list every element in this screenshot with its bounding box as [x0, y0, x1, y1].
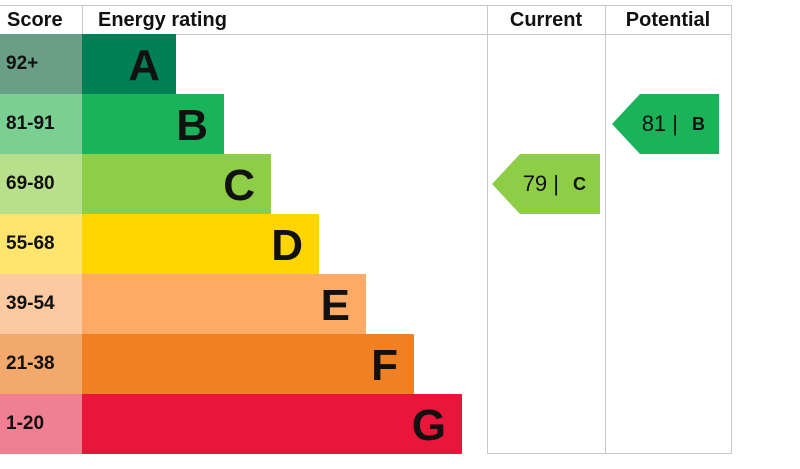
top-border	[0, 5, 731, 6]
header-energy-rating: Energy rating	[98, 9, 227, 31]
potential-value: 81	[641, 111, 667, 136]
score-cell-b: 81-91	[0, 94, 82, 154]
score-cell-a: 92+	[0, 34, 82, 94]
divider	[487, 5, 488, 454]
rating-bar-f: F	[82, 334, 414, 394]
score-cell-g: 1-20	[0, 394, 82, 454]
rating-bar-b: B	[82, 94, 224, 154]
rating-bar-a: A	[82, 34, 176, 94]
potential-rating-arrow: 81 | B	[612, 94, 719, 154]
separator: |	[666, 111, 678, 136]
rating-bar-c: C	[82, 154, 271, 214]
score-cell-e: 39-54	[0, 274, 82, 334]
divider	[605, 5, 606, 454]
header-current: Current	[509, 9, 583, 31]
score-cell-d: 55-68	[0, 214, 82, 274]
potential-letter: B	[692, 113, 705, 134]
current-letter: C	[573, 173, 586, 194]
header-score: Score	[7, 9, 63, 31]
header-divider	[0, 34, 731, 35]
current-rating-arrow: 79 | C	[492, 154, 600, 214]
divider	[82, 5, 83, 34]
header-potential: Potential	[625, 9, 711, 31]
current-value: 79	[522, 171, 548, 196]
rating-bar-d: D	[82, 214, 319, 274]
separator: |	[547, 171, 559, 196]
score-cell-f: 21-38	[0, 334, 82, 394]
divider	[731, 5, 732, 454]
score-cell-c: 69-80	[0, 154, 82, 214]
rating-bar-e: E	[82, 274, 366, 334]
rating-bar-g: G	[82, 394, 462, 454]
bottom-border	[487, 453, 731, 454]
